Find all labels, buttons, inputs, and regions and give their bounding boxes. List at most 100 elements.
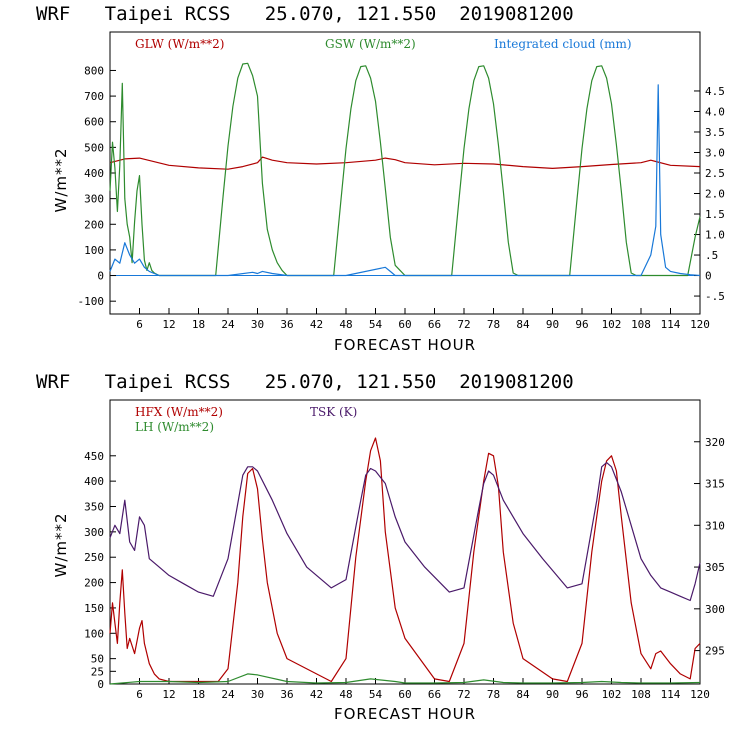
top-y-tick-label: 300: [84, 193, 104, 206]
bottom-x-tick-label: 48: [339, 688, 352, 701]
bottom-x-tick-label: 42: [310, 688, 323, 701]
top-y-tick-label: 400: [84, 167, 104, 180]
bottom-x-tick-label: 84: [516, 688, 530, 701]
top-y2-tick-label: 0: [705, 270, 712, 283]
top-y2-tick-label: 1.0: [705, 229, 725, 242]
bottom-x-tick-label: 120: [690, 688, 710, 701]
legend-tsk: TSK (K): [310, 405, 357, 419]
top-y-tick-label: 500: [84, 141, 104, 154]
top-y2-tick-label: 4.5: [705, 85, 725, 98]
bottom-x-tick-label: 30: [251, 688, 264, 701]
tsk-series-line: [109, 462, 701, 602]
top-y2-tick-label: 2.0: [705, 188, 725, 201]
top-x-tick-label: 60: [398, 318, 411, 331]
bottom-x-axis-title: FORECAST HOUR: [334, 705, 476, 723]
legend-glw: GLW (W/m**2): [135, 37, 224, 51]
bottom-x-tick-label: 66: [428, 688, 441, 701]
top-x-tick-label: 48: [339, 318, 352, 331]
integrated-series-line: [109, 84, 701, 277]
top-y2-tick-label: .5: [705, 249, 718, 262]
bottom-x-tick-label: 108: [631, 688, 651, 701]
legend-cloud: Integrated cloud (mm): [494, 37, 632, 51]
glw-series-line: [109, 156, 701, 170]
bottom-y-tick-label: 100: [84, 627, 104, 640]
top-x-tick-label: 36: [280, 318, 293, 331]
bottom-x-tick-label: 78: [487, 688, 500, 701]
top-y2-tick-label: 4.0: [705, 105, 725, 118]
top-y2-tick-label: 3.0: [705, 146, 725, 159]
top-x-tick-label: 30: [251, 318, 264, 331]
bottom-chart-header: WRF Taipei RCSS 25.070, 121.550 20190812…: [36, 371, 574, 393]
top-y-tick-label: 600: [84, 116, 104, 129]
bottom-x-tick-label: 102: [602, 688, 622, 701]
top-x-tick-label: 66: [428, 318, 441, 331]
top-chart-frame: [109, 31, 701, 315]
bottom-y-tick-label: 300: [84, 526, 104, 539]
bottom-x-tick-label: 54: [369, 688, 383, 701]
bottom-y2-tick-label: 295: [705, 645, 725, 658]
bottom-y-tick-label: 25: [91, 665, 104, 678]
bottom-x-tick-label: 60: [398, 688, 411, 701]
top-x-tick-label: 78: [487, 318, 500, 331]
bottom-y-tick-label: 200: [84, 577, 104, 590]
top-y-tick-label: 0: [97, 270, 104, 283]
hfx-series-line: [109, 437, 701, 683]
bottom-x-tick-label: 72: [457, 688, 470, 701]
top-x-tick-label: 102: [602, 318, 622, 331]
top-y-tick-label: 100: [84, 244, 104, 257]
bottom-x-tick-label: 90: [546, 688, 559, 701]
top-y-tick-label: 200: [84, 218, 104, 231]
top-x-tick-label: 24: [221, 318, 235, 331]
top-x-axis-title: FORECAST HOUR: [334, 336, 476, 354]
top-y2-tick-label: 2.5: [705, 167, 725, 180]
top-x-tick-label: 90: [546, 318, 559, 331]
top-y-axis-title: W/m**2: [52, 147, 70, 212]
bottom-x-tick-label: 36: [280, 688, 293, 701]
top-x-tick-label: 84: [516, 318, 530, 331]
bottom-y2-tick-label: 300: [705, 603, 725, 616]
top-x-tick-label: 108: [631, 318, 651, 331]
bottom-x-tick-label: 12: [162, 688, 175, 701]
bottom-y-tick-label: 250: [84, 551, 104, 564]
bottom-y-tick-label: 400: [84, 475, 104, 488]
bottom-y-tick-label: 150: [84, 602, 104, 615]
lh-series-line: [109, 673, 701, 685]
bottom-y-axis-title: W/m**2: [52, 512, 70, 577]
legend-lh: LH (W/m**2): [135, 420, 214, 434]
top-y-tick-label: -100: [78, 295, 105, 308]
top-x-tick-label: 54: [369, 318, 383, 331]
bottom-y-tick-label: 50: [91, 653, 104, 666]
bottom-x-tick-label: 114: [661, 688, 681, 701]
bottom-x-tick-label: 24: [221, 688, 235, 701]
top-x-tick-label: 96: [575, 318, 588, 331]
top-y-tick-label: 800: [84, 64, 104, 77]
top-y2-tick-label: -.5: [705, 290, 725, 303]
top-y-tick-label: 700: [84, 90, 104, 103]
bottom-x-tick-label: 6: [136, 688, 143, 701]
top-x-tick-label: 114: [661, 318, 681, 331]
top-x-tick-label: 72: [457, 318, 470, 331]
legend-gsw: GSW (W/m**2): [325, 37, 416, 51]
bottom-y2-tick-label: 315: [705, 478, 725, 491]
top-x-tick-label: 18: [192, 318, 205, 331]
bottom-x-tick-label: 18: [192, 688, 205, 701]
top-x-tick-label: 42: [310, 318, 323, 331]
bottom-y-tick-label: 0: [97, 678, 104, 691]
bottom-chart: HFX (W/m**2) LH (W/m**2) TSK (K) FORECAS…: [52, 399, 725, 723]
top-x-tick-label: 6: [136, 318, 143, 331]
bottom-y2-tick-label: 320: [705, 436, 725, 449]
bottom-y-tick-label: 350: [84, 501, 104, 514]
gsw-series-line: [109, 62, 701, 277]
bottom-y2-tick-label: 310: [705, 519, 725, 532]
top-chart: GLW (W/m**2) GSW (W/m**2) Integrated clo…: [52, 31, 725, 354]
top-x-tick-label: 120: [690, 318, 710, 331]
bottom-y2-tick-label: 305: [705, 561, 725, 574]
top-chart-header: WRF Taipei RCSS 25.070, 121.550 20190812…: [36, 3, 574, 25]
bottom-x-tick-label: 96: [575, 688, 588, 701]
bottom-y-tick-label: 450: [84, 450, 104, 463]
top-y2-tick-label: 1.5: [705, 208, 725, 221]
legend-hfx: HFX (W/m**2): [135, 405, 223, 419]
top-y2-tick-label: 3.5: [705, 126, 725, 139]
top-x-tick-label: 12: [162, 318, 175, 331]
